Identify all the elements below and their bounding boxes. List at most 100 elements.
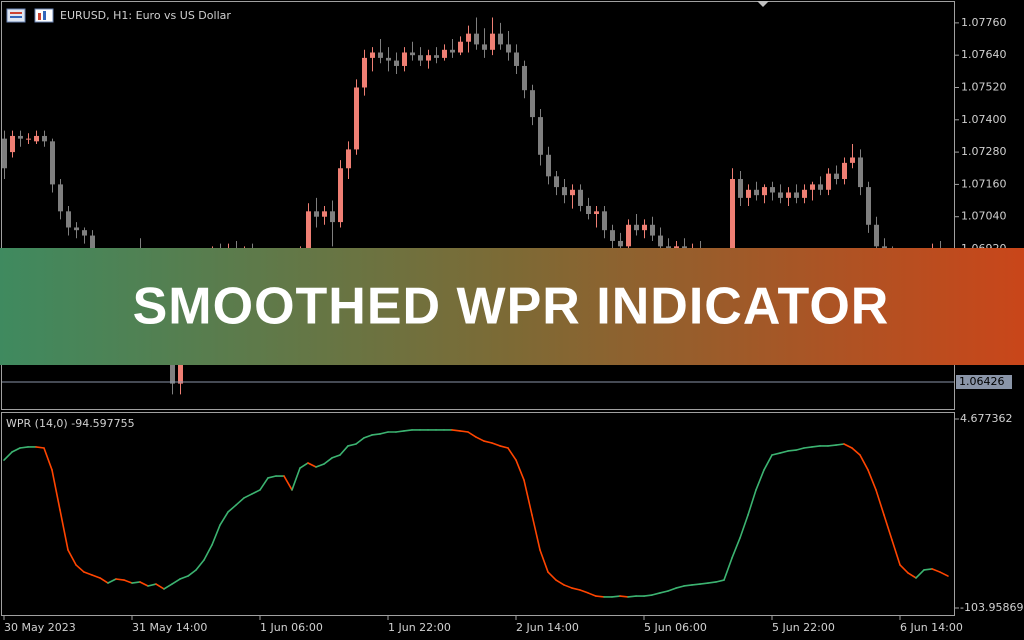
candle-body bbox=[442, 49, 447, 58]
toolbar-icons bbox=[6, 8, 54, 23]
wpr-segment bbox=[483, 440, 493, 444]
wpr-segment bbox=[843, 443, 853, 449]
candle-body bbox=[426, 55, 431, 61]
x-tick-label: 5 Jun 22:00 bbox=[772, 621, 835, 634]
wpr-segment bbox=[907, 572, 917, 579]
wpr-segment bbox=[619, 595, 629, 598]
wpr-segment bbox=[891, 539, 901, 566]
candle-body bbox=[362, 57, 367, 88]
wpr-segment bbox=[627, 595, 637, 598]
wpr-segment bbox=[91, 574, 101, 579]
candle-body bbox=[778, 192, 783, 198]
candle-body bbox=[346, 149, 351, 169]
shift-marker[interactable] bbox=[757, 1, 769, 7]
wpr-segment bbox=[515, 459, 525, 481]
candle-body bbox=[554, 176, 559, 188]
icon-list[interactable] bbox=[6, 8, 26, 23]
wpr-segment bbox=[43, 447, 53, 471]
wpr-segment bbox=[691, 583, 701, 586]
wpr-segment bbox=[83, 571, 93, 576]
candle-body bbox=[562, 187, 567, 196]
candle-body bbox=[450, 49, 455, 53]
wpr-segment bbox=[259, 477, 269, 491]
wpr-segment bbox=[331, 454, 341, 459]
candle-body bbox=[770, 187, 775, 193]
candle-body bbox=[66, 211, 71, 228]
wpr-segment bbox=[451, 429, 461, 432]
wpr-segment bbox=[299, 462, 309, 469]
frame bbox=[1, 1, 955, 616]
candle-body bbox=[394, 60, 399, 66]
candle-body bbox=[354, 87, 359, 150]
candle-body bbox=[842, 162, 847, 180]
wpr-segment bbox=[923, 568, 933, 571]
candle-body bbox=[458, 41, 463, 53]
wpr-segment bbox=[75, 564, 85, 573]
price-pane-frame bbox=[1, 1, 955, 410]
candle-body bbox=[858, 157, 863, 188]
wpr-segment bbox=[163, 583, 173, 590]
wpr-segment bbox=[763, 454, 773, 471]
candle-body bbox=[522, 65, 527, 91]
wpr-segment bbox=[395, 430, 405, 433]
candle-body bbox=[570, 189, 575, 196]
wpr-segment bbox=[555, 579, 565, 586]
candle-body bbox=[594, 211, 599, 215]
current-price-label: 1.06426 bbox=[959, 375, 1005, 388]
candle-body bbox=[850, 157, 855, 163]
icon-part bbox=[38, 13, 41, 20]
candle-body bbox=[58, 184, 63, 212]
wpr-segment bbox=[563, 584, 573, 589]
candle-body bbox=[2, 138, 7, 169]
candle-body bbox=[74, 227, 79, 231]
wpr-segment bbox=[795, 447, 805, 451]
candle-body bbox=[314, 211, 319, 217]
icon-part bbox=[10, 12, 22, 14]
y-tick-label: 1.07280 bbox=[961, 145, 1007, 158]
wpr-segment bbox=[347, 443, 357, 447]
wpr-segment bbox=[507, 447, 517, 461]
wpr-segment bbox=[939, 571, 949, 577]
candle-body bbox=[794, 192, 799, 198]
candle-body bbox=[34, 135, 39, 142]
wpr-segment bbox=[235, 497, 245, 506]
candle-body bbox=[738, 179, 743, 198]
y-tick-label: 4.677362 bbox=[960, 412, 1013, 425]
wpr-segment bbox=[155, 583, 165, 590]
candle-body bbox=[658, 235, 663, 247]
wpr-segment bbox=[195, 559, 205, 571]
y-tick-label: 1.07760 bbox=[961, 16, 1007, 29]
wpr-segment bbox=[659, 590, 669, 594]
wpr-segment bbox=[683, 584, 693, 587]
candle-body bbox=[322, 211, 327, 217]
wpr-segment bbox=[291, 467, 301, 491]
wpr-segment bbox=[699, 582, 709, 585]
wpr-segment bbox=[539, 549, 549, 573]
candle-body bbox=[874, 224, 879, 247]
y-tick-label: 1.07160 bbox=[961, 177, 1007, 190]
wpr-segment bbox=[499, 445, 509, 449]
candle-body bbox=[10, 135, 15, 153]
wpr-segment bbox=[571, 587, 581, 591]
candle-body bbox=[826, 173, 831, 190]
wpr-segment bbox=[739, 514, 749, 539]
candle-body bbox=[338, 168, 343, 223]
candle-body bbox=[538, 117, 543, 155]
candle-body bbox=[810, 184, 815, 190]
wpr-segment bbox=[859, 454, 869, 471]
wpr-segment bbox=[59, 509, 69, 551]
candle-body bbox=[402, 52, 407, 66]
wpr-segment bbox=[595, 595, 605, 598]
indicator-title: WPR (14,0) -94.597755 bbox=[6, 417, 135, 430]
candle-body bbox=[306, 211, 311, 255]
wpr-segment bbox=[139, 581, 149, 587]
wpr-segment bbox=[459, 430, 469, 433]
wpr-segment bbox=[203, 544, 213, 561]
candle-body bbox=[754, 189, 759, 196]
candle-body bbox=[490, 33, 495, 50]
x-tick-label: 2 Jun 14:00 bbox=[516, 621, 579, 634]
candle-body bbox=[762, 187, 767, 196]
x-tick-label: 5 Jun 06:00 bbox=[644, 621, 707, 634]
candle-body bbox=[474, 33, 479, 45]
wpr-segment bbox=[755, 469, 765, 491]
